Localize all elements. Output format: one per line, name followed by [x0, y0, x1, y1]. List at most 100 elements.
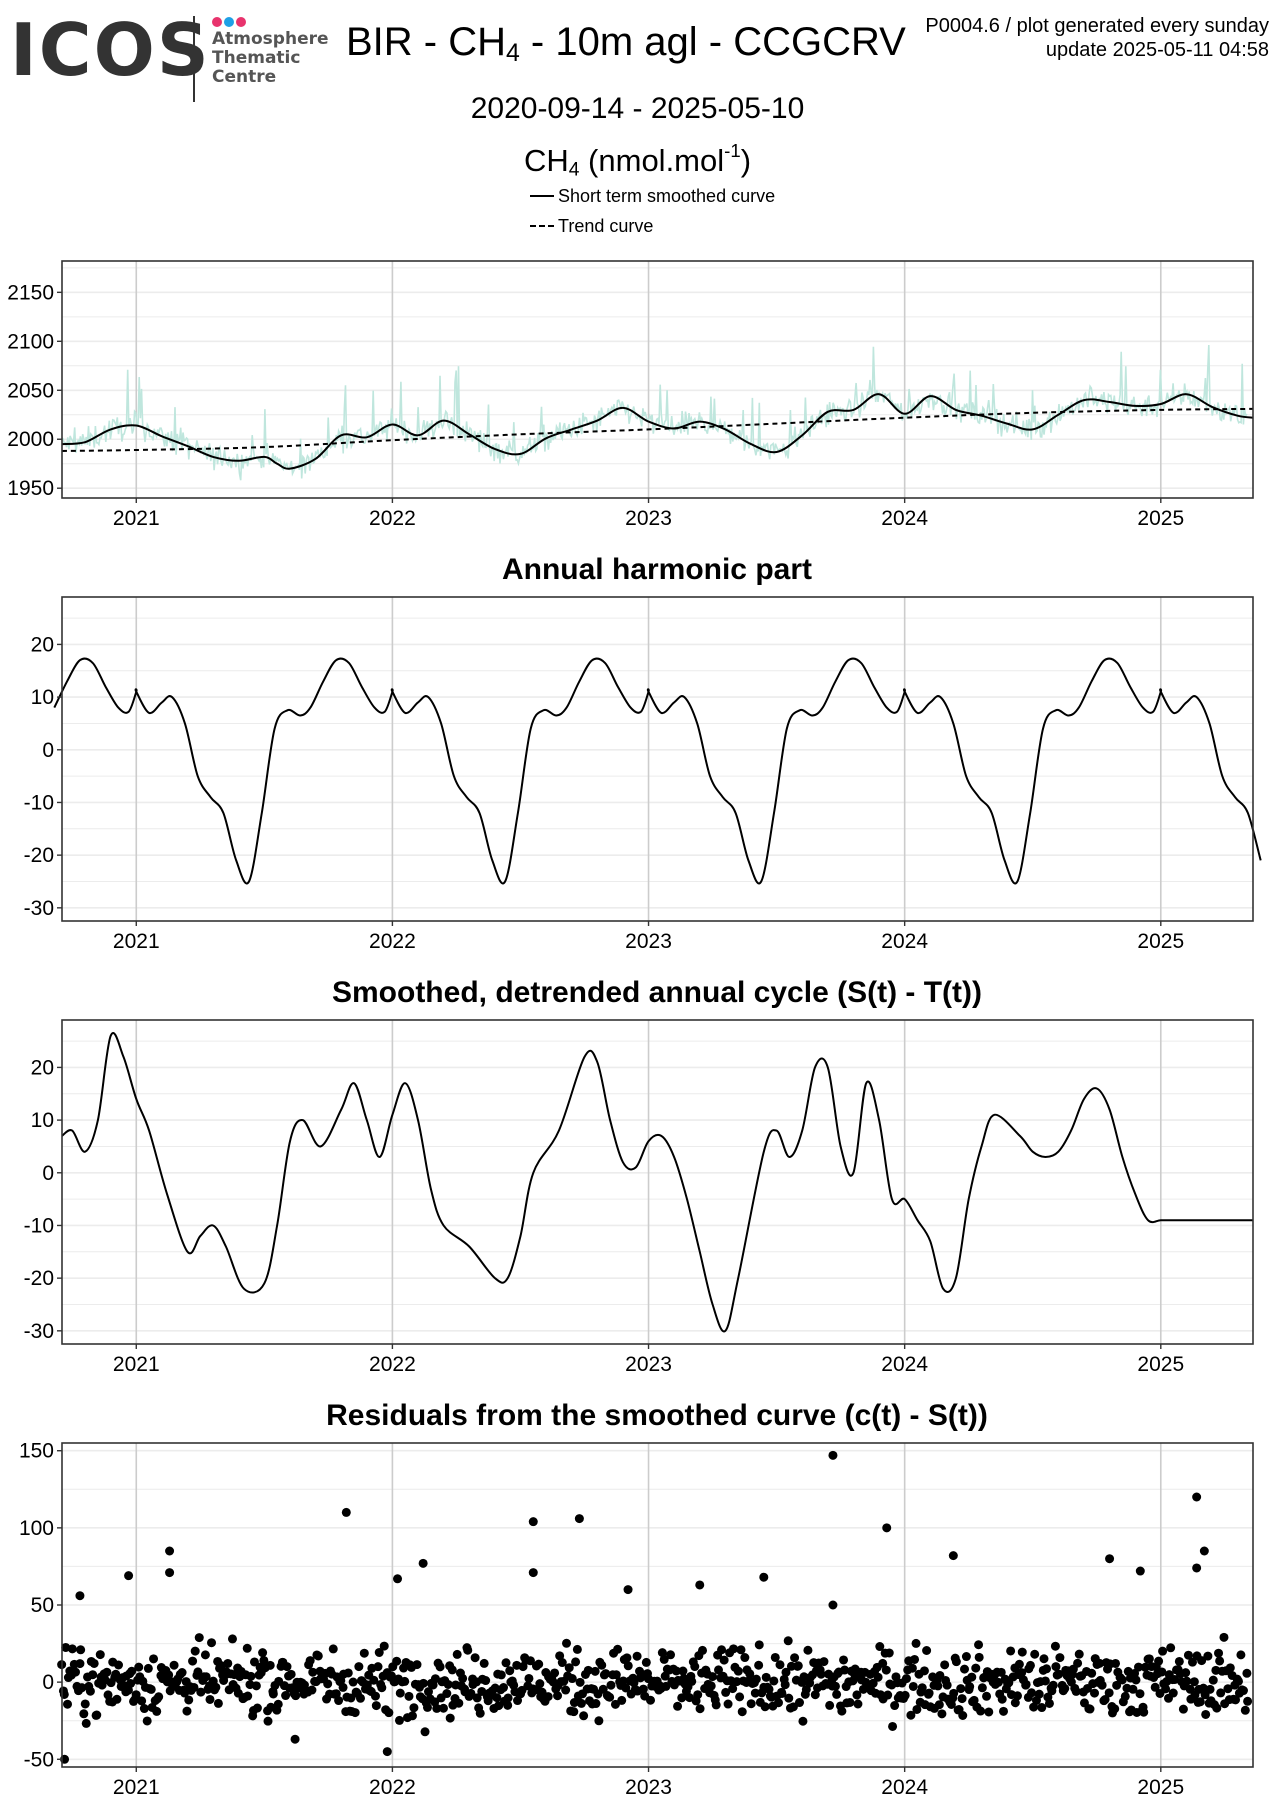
residual-point [605, 1692, 615, 1702]
residual-point [780, 1680, 790, 1690]
residual-point [146, 1684, 156, 1694]
residual-point [384, 1708, 394, 1718]
residual-point [503, 1693, 513, 1703]
residual-point [611, 1670, 621, 1680]
residual-point [623, 1661, 633, 1671]
info-line: P0004.6 / plot generated every sunday [925, 15, 1269, 37]
residual-point [677, 1693, 687, 1703]
residual-point [281, 1691, 291, 1701]
residual-point [164, 1670, 174, 1680]
residual-point [286, 1669, 296, 1679]
residual-point [967, 1672, 977, 1682]
x-tick-label: 2023 [625, 1776, 672, 1799]
residual-point [370, 1691, 380, 1701]
date-range: 2020-09-14 - 2025-05-10 [470, 92, 805, 125]
residual-point [695, 1704, 705, 1714]
unit-text: ) [740, 142, 752, 178]
residual-point [729, 1644, 739, 1654]
residual-point [882, 1523, 892, 1533]
residual-point [764, 1684, 774, 1694]
residual-point [982, 1691, 992, 1701]
residual-point [853, 1699, 863, 1709]
residual-point [177, 1668, 187, 1678]
residual-point [583, 1665, 593, 1675]
residual-point [134, 1662, 144, 1672]
x-tick-label: 2021 [113, 507, 160, 530]
x-tick-label: 2022 [369, 1353, 416, 1376]
residual-point [883, 1690, 893, 1700]
residual-point [618, 1676, 628, 1686]
residual-point [259, 1655, 269, 1665]
residual-point [1192, 1563, 1202, 1573]
residual-point [452, 1649, 462, 1659]
residual-point [1144, 1654, 1154, 1664]
title-text: BIR - CH [346, 20, 506, 64]
residual-point [165, 1568, 175, 1578]
y-tick-label: 2050 [7, 379, 54, 402]
residual-point [695, 1580, 705, 1590]
residual-point [569, 1707, 579, 1717]
residual-point [75, 1591, 85, 1601]
residual-point [154, 1692, 164, 1702]
residual-point [557, 1658, 567, 1668]
residual-point [1021, 1679, 1031, 1689]
residual-point [761, 1672, 771, 1682]
y-tick-label: -30 [24, 897, 54, 920]
residual-point [499, 1683, 509, 1693]
x-tick-label: 2021 [113, 1776, 160, 1799]
residual-point [263, 1716, 273, 1726]
residual-point [949, 1688, 959, 1698]
residual-point [888, 1721, 898, 1731]
residual-point [63, 1699, 73, 1709]
residual-point [907, 1663, 917, 1673]
residual-point [1074, 1649, 1084, 1659]
residual-point [919, 1666, 929, 1676]
residual-point [359, 1648, 369, 1658]
residual-point [572, 1644, 582, 1654]
residual-point [1071, 1686, 1081, 1696]
residual-point [723, 1699, 733, 1709]
residual-point [395, 1688, 405, 1698]
residual-point [67, 1644, 77, 1654]
y-tick-label: -20 [24, 844, 54, 867]
residual-point [479, 1658, 489, 1668]
residual-point [942, 1680, 952, 1690]
residual-point [438, 1703, 448, 1713]
residual-point [127, 1666, 137, 1676]
residual-point [496, 1670, 506, 1680]
residual-point [884, 1648, 894, 1658]
x-tick-label: 2021 [113, 930, 160, 953]
residual-point [1030, 1649, 1040, 1659]
residual-point [407, 1711, 417, 1721]
residual-point [268, 1689, 278, 1699]
residual-point [1231, 1695, 1241, 1705]
residual-point [92, 1710, 102, 1720]
residual-point [922, 1645, 932, 1655]
residual-point [1054, 1669, 1064, 1679]
residual-point [1157, 1667, 1167, 1677]
residual-point [95, 1650, 105, 1660]
residual-point [1111, 1658, 1121, 1668]
y-tick-label: 50 [31, 1594, 54, 1617]
residual-point [657, 1648, 667, 1658]
residual-point [750, 1688, 760, 1698]
residual-point [223, 1658, 233, 1668]
residual-point [1181, 1668, 1191, 1678]
panel-title-residuals: Residuals from the smoothed curve (c(t) … [326, 1399, 988, 1432]
residual-point [906, 1710, 916, 1720]
chart-panel-3: -30 -20 -10 0 10 20 2021 2022 2023 2024 2025 [24, 1019, 1254, 1376]
residual-point [911, 1638, 921, 1648]
residual-point [956, 1684, 966, 1694]
residual-point [447, 1665, 457, 1675]
residual-point [564, 1663, 574, 1673]
x-tick-label: 2023 [625, 507, 672, 530]
y-tick-label: 20 [31, 633, 54, 656]
unit-subscript: 4 [568, 159, 580, 181]
residual-point [912, 1704, 922, 1714]
residual-point [1139, 1707, 1149, 1717]
residual-point [937, 1709, 947, 1719]
residual-point [323, 1679, 333, 1689]
residual-point [77, 1683, 87, 1693]
residual-point [1236, 1650, 1246, 1660]
residual-point [463, 1645, 473, 1655]
